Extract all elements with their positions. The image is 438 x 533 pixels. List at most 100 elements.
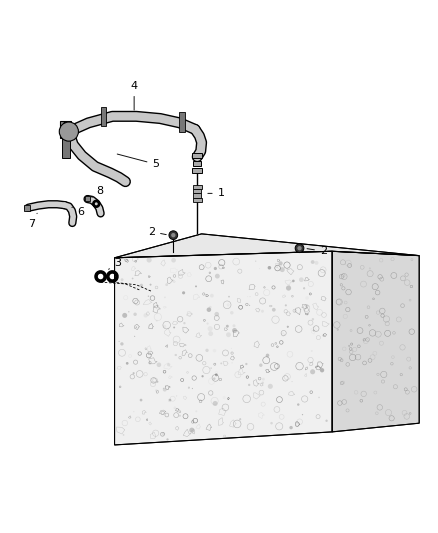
Bar	[193, 193, 201, 198]
Circle shape	[297, 246, 302, 251]
Circle shape	[207, 308, 211, 312]
Circle shape	[166, 438, 169, 441]
Circle shape	[133, 411, 134, 412]
Circle shape	[220, 362, 222, 365]
Circle shape	[209, 306, 212, 309]
Circle shape	[144, 313, 148, 318]
Text: 1: 1	[208, 188, 225, 198]
Circle shape	[268, 266, 271, 270]
Circle shape	[279, 261, 283, 265]
Circle shape	[210, 294, 214, 297]
Bar	[193, 198, 201, 202]
Circle shape	[215, 374, 218, 376]
Circle shape	[123, 434, 124, 436]
Bar	[192, 168, 202, 173]
Bar	[24, 205, 30, 211]
Bar	[193, 184, 201, 189]
Circle shape	[125, 284, 126, 285]
Circle shape	[164, 296, 166, 298]
Circle shape	[149, 284, 152, 286]
Circle shape	[215, 274, 220, 279]
Circle shape	[285, 304, 287, 306]
Circle shape	[245, 363, 247, 365]
Circle shape	[305, 296, 309, 300]
Circle shape	[148, 295, 149, 297]
Circle shape	[297, 403, 300, 406]
Circle shape	[295, 244, 304, 253]
Circle shape	[171, 233, 176, 237]
Circle shape	[259, 268, 260, 269]
Circle shape	[133, 372, 134, 374]
Circle shape	[290, 426, 293, 429]
Circle shape	[231, 362, 233, 364]
Circle shape	[176, 395, 177, 397]
Circle shape	[189, 427, 194, 433]
Circle shape	[128, 311, 130, 312]
Circle shape	[119, 341, 120, 342]
Circle shape	[232, 328, 237, 333]
Circle shape	[310, 369, 315, 374]
Circle shape	[165, 283, 168, 286]
Circle shape	[262, 378, 265, 381]
Bar	[180, 112, 185, 132]
Circle shape	[213, 377, 215, 380]
Text: 6: 6	[72, 207, 85, 217]
Polygon shape	[332, 251, 419, 432]
Bar	[193, 189, 201, 193]
Circle shape	[156, 320, 158, 321]
Circle shape	[248, 384, 251, 386]
Circle shape	[173, 327, 175, 328]
Circle shape	[226, 332, 231, 337]
Circle shape	[230, 311, 233, 314]
Circle shape	[120, 278, 124, 281]
Circle shape	[223, 396, 226, 399]
Bar	[193, 161, 201, 166]
Circle shape	[312, 318, 314, 320]
Text: 7: 7	[28, 213, 37, 229]
Bar	[62, 136, 70, 158]
Circle shape	[292, 381, 293, 382]
Circle shape	[228, 296, 230, 297]
Circle shape	[286, 286, 291, 290]
Circle shape	[155, 389, 158, 392]
Circle shape	[122, 313, 127, 318]
Circle shape	[270, 422, 273, 424]
Circle shape	[64, 133, 67, 137]
Circle shape	[163, 387, 164, 389]
Circle shape	[268, 384, 273, 389]
Circle shape	[311, 350, 313, 352]
Text: 3: 3	[109, 258, 121, 269]
Circle shape	[226, 325, 229, 328]
Circle shape	[233, 324, 236, 327]
Circle shape	[261, 310, 264, 313]
Bar	[60, 120, 71, 138]
Circle shape	[64, 122, 67, 125]
Circle shape	[302, 414, 303, 415]
Circle shape	[215, 312, 219, 317]
Circle shape	[259, 364, 262, 367]
Circle shape	[255, 261, 256, 262]
Bar	[101, 107, 106, 126]
Circle shape	[182, 291, 185, 294]
Text: 5: 5	[117, 154, 159, 169]
Text: 2: 2	[148, 227, 166, 237]
Circle shape	[169, 231, 178, 239]
Circle shape	[325, 419, 328, 422]
Circle shape	[126, 362, 129, 365]
Circle shape	[162, 325, 166, 328]
Circle shape	[157, 362, 161, 367]
Circle shape	[171, 258, 176, 263]
Circle shape	[147, 257, 152, 263]
Circle shape	[261, 382, 264, 384]
Circle shape	[247, 296, 248, 297]
Circle shape	[183, 322, 186, 324]
Text: 4: 4	[131, 81, 138, 110]
Circle shape	[179, 415, 181, 417]
Circle shape	[195, 410, 197, 412]
Circle shape	[132, 278, 134, 279]
Circle shape	[206, 322, 208, 325]
Circle shape	[212, 401, 218, 406]
Circle shape	[214, 267, 217, 270]
Circle shape	[272, 308, 276, 312]
Polygon shape	[115, 234, 419, 258]
